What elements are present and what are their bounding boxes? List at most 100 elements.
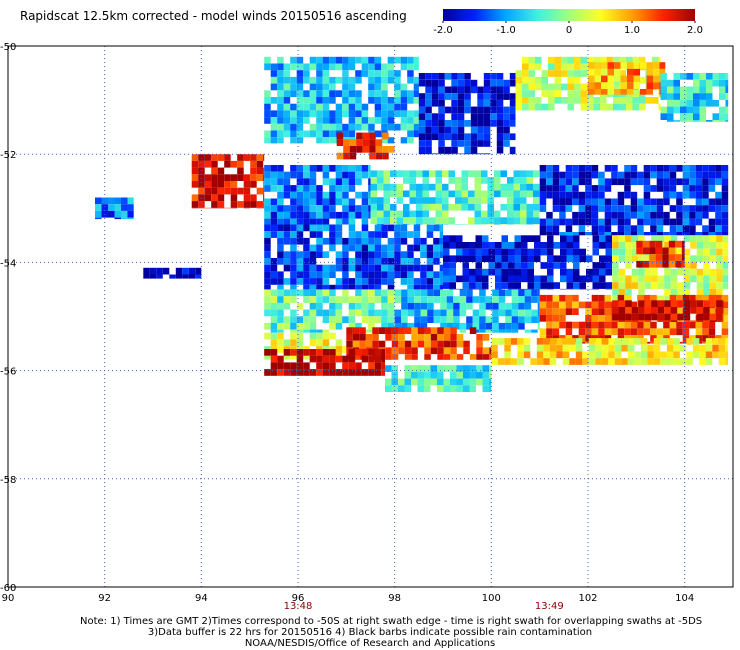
heatmap-cell (682, 328, 690, 336)
heatmap-cell (361, 258, 369, 265)
heatmap-cell (394, 271, 401, 279)
heatmap-cell (605, 242, 612, 249)
heatmap-cell (316, 278, 323, 285)
heatmap-cell (270, 362, 278, 370)
heatmap-cell (322, 362, 330, 370)
heatmap-cell (296, 339, 304, 347)
heatmap-cell (676, 178, 683, 186)
heatmap-cell (346, 327, 353, 334)
heatmap-cell (574, 97, 581, 104)
heatmap-cell (539, 315, 547, 322)
heatmap-cell (270, 271, 278, 279)
heatmap-cell (303, 178, 310, 186)
heatmap-cell (440, 289, 447, 297)
heatmap-cell (640, 351, 648, 359)
heatmap-cell (695, 294, 703, 302)
heatmap-cell (264, 251, 271, 258)
heatmap-cell (342, 90, 349, 97)
heatmap-cell (355, 165, 362, 172)
heatmap-cell (660, 86, 667, 94)
heatmap-cell (417, 385, 424, 392)
heatmap-cell (677, 248, 684, 256)
heatmap-cell (303, 284, 310, 290)
heatmap-cell (627, 68, 634, 76)
heatmap-cell (656, 178, 664, 186)
heatmap-cell (604, 294, 612, 302)
heatmap-cell (653, 358, 661, 365)
heatmap-cell (290, 237, 297, 245)
heatmap-cell (670, 235, 678, 242)
heatmap-cell (650, 171, 657, 179)
heatmap-cell (418, 113, 426, 120)
heatmap-cell (374, 76, 382, 84)
heatmap-cell (475, 235, 482, 242)
heatmap-cell (706, 79, 713, 87)
heatmap-cell (604, 211, 612, 219)
heatmap-cell (342, 251, 349, 258)
heatmap-cell (342, 185, 349, 192)
heatmap-cell (601, 89, 608, 95)
heatmap-cell (355, 258, 362, 265)
heatmap-cell (270, 349, 278, 356)
heatmap-cell (725, 93, 729, 100)
heatmap-cell (573, 248, 580, 256)
heatmap-cell (381, 362, 385, 370)
heatmap-cell (497, 338, 505, 345)
heatmap-cell (639, 56, 646, 64)
heatmap-cell (456, 371, 463, 379)
heatmap-cell (429, 170, 436, 178)
heatmap-cell (394, 316, 395, 323)
heatmap-cell (716, 248, 723, 256)
heatmap-cell (657, 307, 665, 314)
heatmap-cell (708, 178, 716, 186)
heatmap-cell (585, 205, 592, 212)
heatmap-cell (541, 70, 548, 77)
heatmap-cell (418, 93, 426, 100)
heatmap-cell (316, 339, 323, 347)
heatmap-cell (531, 309, 538, 317)
heatmap-cell (346, 340, 353, 348)
heatmap-cell (335, 191, 343, 199)
heatmap-region-8 (370, 170, 540, 225)
heatmap-cell (600, 97, 607, 104)
heatmap-cell (533, 203, 540, 211)
heatmap-cell (699, 120, 706, 122)
heatmap-cell (404, 347, 412, 355)
heatmap-cell (593, 103, 600, 111)
heatmap-cell (348, 171, 356, 179)
heatmap-cell (263, 207, 265, 209)
heatmap-cell (702, 321, 709, 329)
heatmap-cell (482, 365, 489, 372)
heatmap-cell (455, 177, 462, 184)
heatmap-cell (659, 62, 666, 69)
heatmap-cell (381, 83, 388, 91)
heatmap-cell (342, 191, 349, 199)
heatmap-cell (451, 79, 458, 87)
heatmap-cell (483, 140, 491, 147)
heatmap-cell (329, 284, 336, 290)
heatmap-cell (567, 76, 574, 84)
heatmap-cell (508, 262, 515, 269)
heatmap-cell (407, 309, 415, 317)
heatmap-cell (637, 178, 644, 186)
heatmap-cell (342, 296, 349, 303)
heatmap-cell (689, 191, 696, 199)
heatmap-cell (598, 225, 605, 232)
heatmap-cell (322, 70, 330, 77)
heatmap-cell (509, 133, 516, 141)
heatmap-cell (316, 198, 323, 206)
heatmap-cell (526, 177, 533, 184)
heatmap-cell (580, 63, 587, 71)
heatmap-cell (243, 187, 251, 195)
heatmap-cell (303, 244, 310, 252)
heatmap-cell (601, 358, 609, 365)
heatmap-cell (667, 86, 674, 94)
heatmap-cell (335, 117, 343, 124)
heatmap-cell (407, 97, 414, 104)
heatmap-cell (422, 210, 429, 218)
heatmap-cell (554, 97, 561, 104)
heatmap-cell (433, 278, 440, 285)
heatmap-cell (725, 79, 729, 87)
heatmap-cell (316, 289, 323, 297)
heatmap-cell (719, 113, 726, 120)
